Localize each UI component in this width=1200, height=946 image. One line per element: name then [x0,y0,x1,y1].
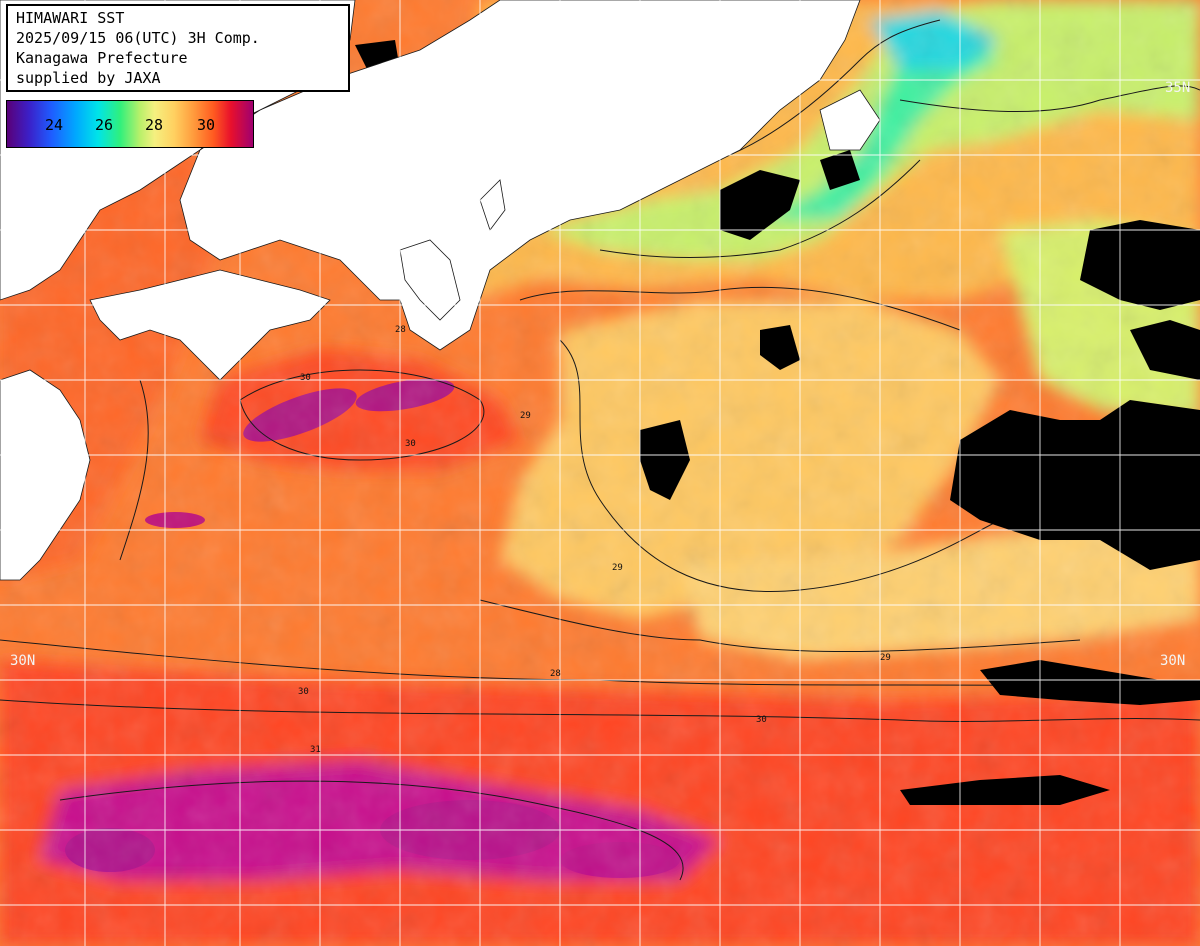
contour-line [239,369,485,461]
contour-line [559,339,1001,592]
cloud-patch-mid [760,325,800,370]
contour-label: 29 [520,411,531,421]
land-kii [399,239,461,321]
contour-line [599,159,921,258]
data-credit: supplied by JAXA [16,69,161,87]
lat-label-30n-right: 30N [1160,653,1186,669]
contour-label: 30 [756,715,767,725]
contour-line [119,379,149,561]
color-scale-legend: 24 26 28 30 [6,100,254,148]
cloud-patch-se [980,660,1200,705]
contour-label: 29 [880,653,891,663]
contour-line [899,85,1200,113]
land-boso [819,89,881,151]
contour-line [0,699,1200,722]
timestamp: 2025/09/15 06(UTC) 3H Comp. [16,29,260,47]
cloud-patch-ne2 [1130,320,1200,380]
cloud-patch-se2 [900,775,1110,805]
contour-line [479,599,1081,653]
land-kyushu [0,369,91,581]
legend-tick-30: 30 [197,116,216,134]
contour-label: 30 [405,439,416,449]
contour-label: 28 [550,669,561,679]
contour-label: 28 [395,325,406,335]
lat-label-35n-right: 35N [1165,80,1191,96]
contour-label: 29 [612,563,623,573]
contour-line [59,780,684,881]
lat-label-30n-left: 30N [10,653,36,669]
legend-tick-26: 26 [95,116,114,134]
contour-label: 31 [310,745,321,755]
land-izu [479,179,506,231]
cloud-patch-coast2 [820,150,860,190]
cloud-mask [355,40,1200,805]
cloud-patch-ne [1080,220,1200,310]
contour-labels: 29 29 30 30 30 28 28 29 31 30 [298,325,891,755]
cloud-patch-coast [720,170,800,240]
cloud-patch-east [950,400,1200,570]
product-title: HIMAWARI SST [16,9,125,27]
land-honshu [179,0,861,351]
cloud-patch-center [640,420,690,500]
provider-prefecture: Kanagawa Prefecture [16,49,188,67]
contour-label: 30 [298,687,309,697]
legend-tick-28: 28 [145,116,164,134]
title-box: HIMAWARI SST 2025/09/15 06(UTC) 3H Comp.… [6,4,350,92]
legend-tick-24: 24 [45,116,64,134]
land-shikoku [89,269,331,381]
contour-label: 30 [300,373,311,383]
